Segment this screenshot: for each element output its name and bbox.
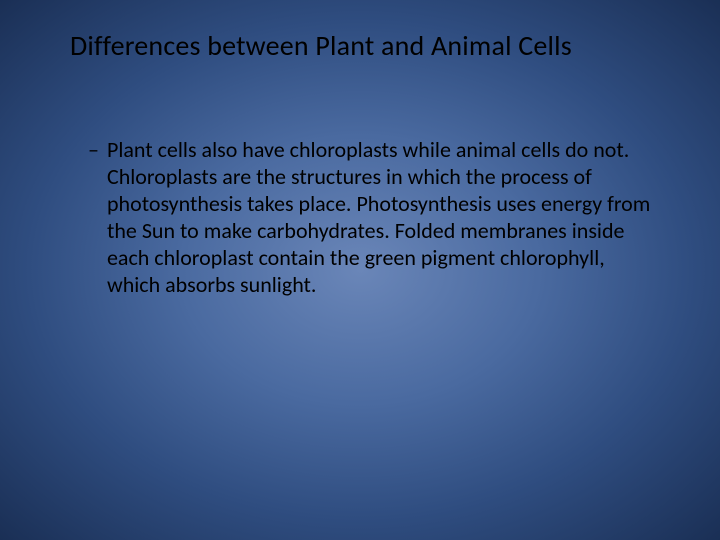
slide-title: Differences between Plant and Animal Cel… [70,28,660,63]
bullet-item: – Plant cells also have chloroplasts whi… [88,136,660,298]
bullet-text: Plant cells also have chloroplasts while… [107,136,660,298]
slide: Differences between Plant and Animal Cel… [0,0,720,540]
slide-body: – Plant cells also have chloroplasts whi… [88,136,660,298]
bullet-dash-icon: – [88,136,99,163]
